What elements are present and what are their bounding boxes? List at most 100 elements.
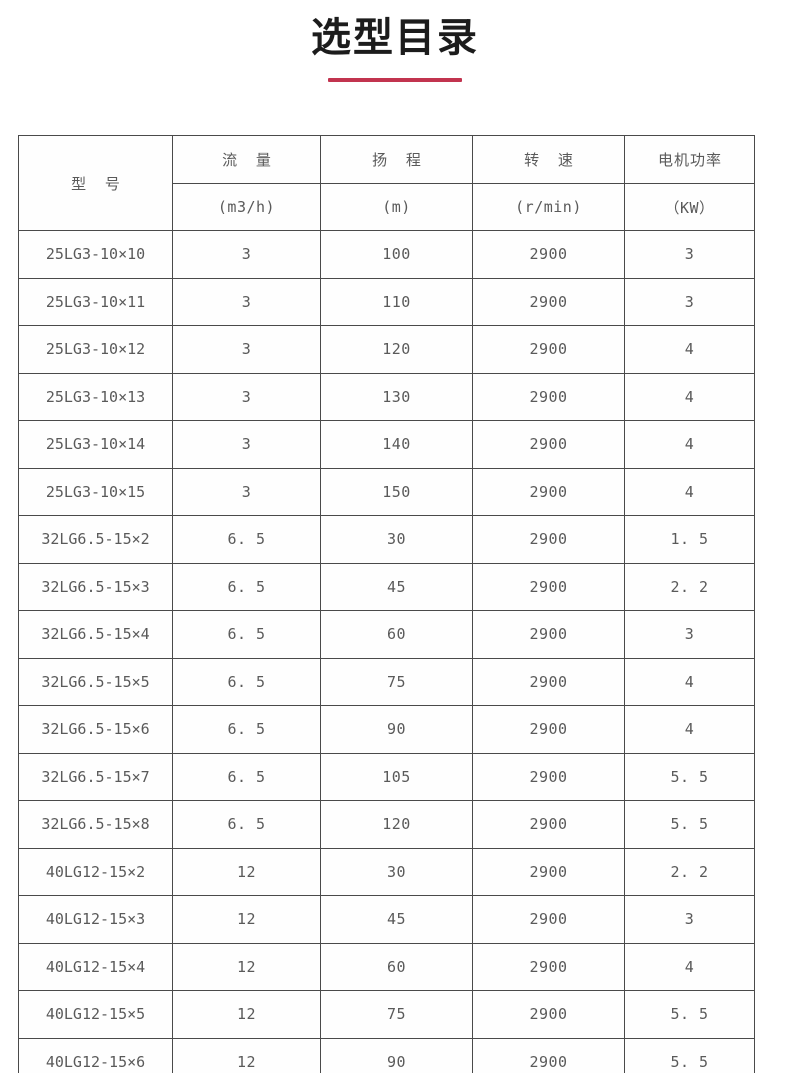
- table-row: 32LG6.5-15×3 6. 5 45 2900 2. 2: [18, 562, 755, 611]
- cell-speed: 2900: [472, 657, 625, 706]
- cell-flow: 6. 5: [172, 657, 321, 706]
- cell-model: 25LG3-10×10: [18, 230, 173, 279]
- table-row: 40LG12-15×6 12 90 2900 5. 5: [18, 1037, 755, 1073]
- cell-power: 4: [624, 372, 755, 421]
- cell-speed: 2900: [472, 1037, 625, 1073]
- cell-speed: 2900: [472, 847, 625, 896]
- cell-flow: 12: [172, 895, 321, 944]
- cell-speed: 2900: [472, 990, 625, 1039]
- cell-power: 3: [624, 277, 755, 326]
- cell-flow: 3: [172, 325, 321, 374]
- table-row: 25LG3-10×13 3 130 2900 4: [18, 372, 755, 421]
- cell-model: 32LG6.5-15×3: [18, 562, 173, 611]
- cell-power: 5. 5: [624, 800, 755, 849]
- cell-head: 60: [320, 942, 473, 991]
- cell-head: 30: [320, 847, 473, 896]
- cell-power: 4: [624, 420, 755, 469]
- table-row: 32LG6.5-15×6 6. 5 90 2900 4: [18, 705, 755, 754]
- cell-flow: 6. 5: [172, 752, 321, 801]
- table-body: 25LG3-10×10 3 100 2900 3 25LG3-10×11 3 110 2900 3…: [18, 230, 755, 1073]
- table-row: 32LG6.5-15×8 6. 5 120 2900 5. 5: [18, 800, 755, 849]
- column-unit-head: (m): [320, 183, 473, 231]
- column-unit-power: （KW）: [624, 183, 755, 231]
- cell-head: 90: [320, 705, 473, 754]
- cell-speed: 2900: [472, 325, 625, 374]
- table-row: 25LG3-10×14 3 140 2900 4: [18, 420, 755, 469]
- column-header-model: 型 号: [18, 135, 173, 231]
- cell-head: 75: [320, 990, 473, 1039]
- cell-speed: 2900: [472, 515, 625, 564]
- cell-speed: 2900: [472, 752, 625, 801]
- cell-flow: 3: [172, 467, 321, 516]
- cell-head: 45: [320, 895, 473, 944]
- cell-power: 3: [624, 895, 755, 944]
- cell-model: 40LG12-15×2: [18, 847, 173, 896]
- cell-flow: 6. 5: [172, 705, 321, 754]
- cell-head: 130: [320, 372, 473, 421]
- cell-power: 5. 5: [624, 990, 755, 1039]
- column-header-power: 电机功率: [624, 135, 755, 184]
- column-header-flow: 流 量: [172, 135, 321, 184]
- cell-model: 40LG12-15×4: [18, 942, 173, 991]
- cell-model: 32LG6.5-15×8: [18, 800, 173, 849]
- table-row: 32LG6.5-15×5 6. 5 75 2900 4: [18, 657, 755, 706]
- cell-flow: 6. 5: [172, 800, 321, 849]
- table-row: 32LG6.5-15×4 6. 5 60 2900 3: [18, 610, 755, 659]
- table-row: 40LG12-15×2 12 30 2900 2. 2: [18, 847, 755, 896]
- cell-head: 105: [320, 752, 473, 801]
- cell-flow: 12: [172, 847, 321, 896]
- cell-power: 3: [624, 230, 755, 279]
- cell-head: 120: [320, 325, 473, 374]
- column-header-speed: 转 速: [472, 135, 625, 184]
- table-row: 40LG12-15×5 12 75 2900 5. 5: [18, 990, 755, 1039]
- cell-head: 60: [320, 610, 473, 659]
- cell-flow: 3: [172, 420, 321, 469]
- cell-power: 3: [624, 610, 755, 659]
- cell-speed: 2900: [472, 800, 625, 849]
- cell-flow: 3: [172, 372, 321, 421]
- cell-flow: 3: [172, 277, 321, 326]
- cell-power: 2. 2: [624, 847, 755, 896]
- page-title: 选型目录: [311, 15, 479, 61]
- cell-head: 90: [320, 1037, 473, 1073]
- table-row: 32LG6.5-15×2 6. 5 30 2900 1. 5: [18, 515, 755, 564]
- cell-power: 4: [624, 467, 755, 516]
- cell-power: 1. 5: [624, 515, 755, 564]
- cell-head: 75: [320, 657, 473, 706]
- spec-table-wrapper: 型 号 流 量 扬 程 转 速 电机功率 (m3/h) (m) (r/min) …: [18, 135, 755, 1073]
- cell-head: 100: [320, 230, 473, 279]
- table-head: 型 号 流 量 扬 程 转 速 电机功率 (m3/h) (m) (r/min) …: [18, 135, 755, 231]
- cell-speed: 2900: [472, 467, 625, 516]
- table-row: 25LG3-10×11 3 110 2900 3: [18, 277, 755, 326]
- cell-power: 4: [624, 705, 755, 754]
- cell-model: 40LG12-15×6: [18, 1037, 173, 1073]
- header-row-main: 型 号 流 量 扬 程 转 速 电机功率: [18, 135, 755, 231]
- cell-head: 45: [320, 562, 473, 611]
- cell-speed: 2900: [472, 420, 625, 469]
- cell-power: 4: [624, 657, 755, 706]
- cell-model: 32LG6.5-15×4: [18, 610, 173, 659]
- cell-speed: 2900: [472, 705, 625, 754]
- cell-flow: 12: [172, 1037, 321, 1073]
- column-header-head: 扬 程: [320, 135, 473, 184]
- cell-flow: 12: [172, 942, 321, 991]
- cell-head: 140: [320, 420, 473, 469]
- cell-speed: 2900: [472, 372, 625, 421]
- column-unit-flow: (m3/h): [172, 183, 321, 231]
- cell-head: 30: [320, 515, 473, 564]
- column-unit-speed: (r/min): [472, 183, 625, 231]
- title-block: 选型目录: [0, 0, 790, 82]
- cell-flow: 6. 5: [172, 610, 321, 659]
- cell-power: 4: [624, 942, 755, 991]
- cell-flow: 12: [172, 990, 321, 1039]
- table-row: 25LG3-10×12 3 120 2900 4: [18, 325, 755, 374]
- cell-model: 25LG3-10×12: [18, 325, 173, 374]
- cell-model: 25LG3-10×14: [18, 420, 173, 469]
- cell-model: 32LG6.5-15×6: [18, 705, 173, 754]
- cell-power: 5. 5: [624, 1037, 755, 1073]
- cell-model: 32LG6.5-15×5: [18, 657, 173, 706]
- cell-power: 2. 2: [624, 562, 755, 611]
- cell-power: 4: [624, 325, 755, 374]
- cell-flow: 6. 5: [172, 562, 321, 611]
